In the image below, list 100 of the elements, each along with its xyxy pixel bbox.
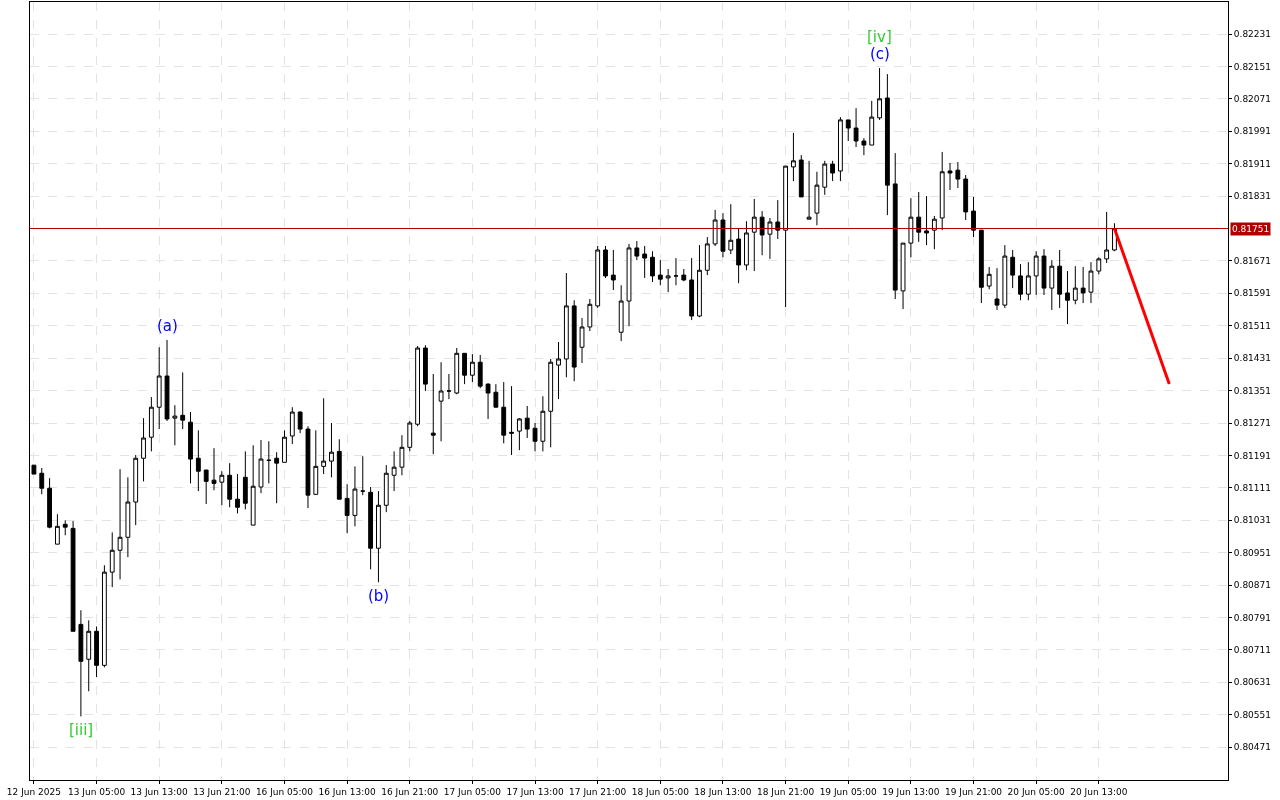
y-tick-label: 0.81591 — [1233, 288, 1272, 299]
candlestick — [540, 395, 546, 452]
candlestick — [587, 298, 593, 332]
candlestick — [133, 454, 139, 526]
candlestick — [524, 405, 530, 439]
candlestick — [423, 344, 428, 392]
candlestick — [924, 195, 929, 246]
candlestick — [1041, 248, 1047, 296]
annotation: (b) — [368, 587, 390, 605]
candlestick — [650, 250, 655, 283]
candlestick — [1072, 265, 1078, 305]
candlestick — [548, 358, 554, 448]
candlestick — [603, 245, 608, 279]
candlestick — [1057, 249, 1063, 309]
candlestick — [1033, 250, 1039, 296]
candlestick — [211, 447, 217, 491]
y-tick-label: 0.81511 — [1233, 320, 1272, 331]
candlestick — [908, 197, 914, 258]
y-tick-label: 0.82071 — [1233, 93, 1272, 104]
y-tick-label: 0.80631 — [1233, 677, 1272, 688]
candlestick — [352, 465, 358, 527]
candlestick — [203, 469, 209, 505]
candlestick — [642, 245, 648, 279]
x-tick-label: 18 Jun 13:00 — [694, 786, 752, 797]
y-tick-label: 0.80871 — [1233, 580, 1272, 591]
x-tick-label: 20 Jun 05:00 — [1007, 786, 1066, 797]
candlestick — [955, 161, 961, 189]
candlestick — [39, 467, 45, 495]
candlestick — [681, 268, 687, 282]
candlestick — [148, 396, 154, 452]
candlestick — [242, 450, 248, 510]
candlestick — [986, 266, 992, 290]
candlestick — [939, 151, 945, 231]
y-tick-label: 0.80791 — [1233, 612, 1272, 623]
x-tick-label: 16 Jun 21:00 — [381, 786, 439, 797]
candlestick — [994, 267, 1000, 311]
candlestick — [618, 284, 624, 342]
candlestick — [258, 439, 264, 494]
candlestick — [791, 132, 796, 182]
x-tick-label: 17 Jun 05:00 — [443, 786, 502, 797]
candlestick — [798, 154, 804, 198]
candlestick — [556, 341, 561, 400]
x-tick-label: 20 Jun 13:00 — [1070, 786, 1128, 797]
candlestick — [282, 429, 287, 463]
y-tick-label: 0.81831 — [1233, 191, 1272, 202]
candlestick — [837, 116, 843, 182]
x-tick-label: 19 Jun 05:00 — [819, 786, 878, 797]
candlestick — [978, 229, 984, 304]
candlestick — [227, 462, 233, 508]
candlestick — [1010, 249, 1016, 289]
y-tick-label: 0.80951 — [1233, 547, 1272, 558]
candlestick — [845, 119, 851, 142]
candlestick — [1080, 266, 1086, 304]
candlestick — [595, 245, 601, 309]
candlestick — [822, 160, 828, 196]
candlestick — [195, 429, 201, 492]
candlestick — [931, 215, 937, 250]
candlestick — [509, 385, 514, 456]
candlestick — [188, 411, 193, 484]
candlestick — [297, 410, 303, 434]
candlestick — [626, 243, 632, 327]
x-tick-label: 13 Jun 05:00 — [67, 786, 126, 797]
candlestick — [344, 483, 350, 534]
candlestick — [892, 152, 898, 300]
candlestick — [391, 450, 397, 492]
candlestick — [336, 438, 342, 500]
candlestick — [454, 347, 460, 395]
candlestick — [861, 137, 867, 156]
candlestick — [415, 345, 421, 427]
candlestick — [634, 240, 640, 261]
candlestick — [532, 422, 538, 452]
candlestick — [783, 165, 789, 308]
candlestick — [469, 353, 475, 383]
candlestick — [806, 160, 812, 220]
annotation: [iv] — [867, 28, 892, 46]
candlestick — [462, 352, 467, 385]
x-tick-label: 16 Jun 13:00 — [318, 786, 376, 797]
candlestick — [947, 162, 953, 191]
candlestick — [117, 468, 123, 580]
annotation: [iii] — [69, 721, 94, 739]
candlestick — [610, 249, 616, 291]
candlestick — [728, 203, 734, 255]
candlestick — [485, 382, 491, 420]
candlestick — [289, 406, 295, 445]
candlestick — [376, 490, 381, 583]
x-tick-label: 18 Jun 05:00 — [631, 786, 690, 797]
candlestick — [399, 434, 405, 476]
candlestick — [156, 346, 162, 430]
candlestick — [900, 242, 906, 310]
candlestick — [689, 257, 695, 321]
y-tick-label: 0.81191 — [1233, 450, 1272, 461]
candlestick — [274, 451, 280, 504]
candlestick — [86, 619, 92, 692]
y-tick-label: 0.82151 — [1233, 61, 1272, 72]
candlestick — [368, 486, 374, 570]
candlestick — [477, 354, 483, 389]
candlestick — [407, 420, 413, 452]
candlestick — [266, 440, 272, 484]
y-tick-label: 0.81351 — [1233, 385, 1272, 396]
x-tick-label: 16 Jun 05:00 — [255, 786, 314, 797]
